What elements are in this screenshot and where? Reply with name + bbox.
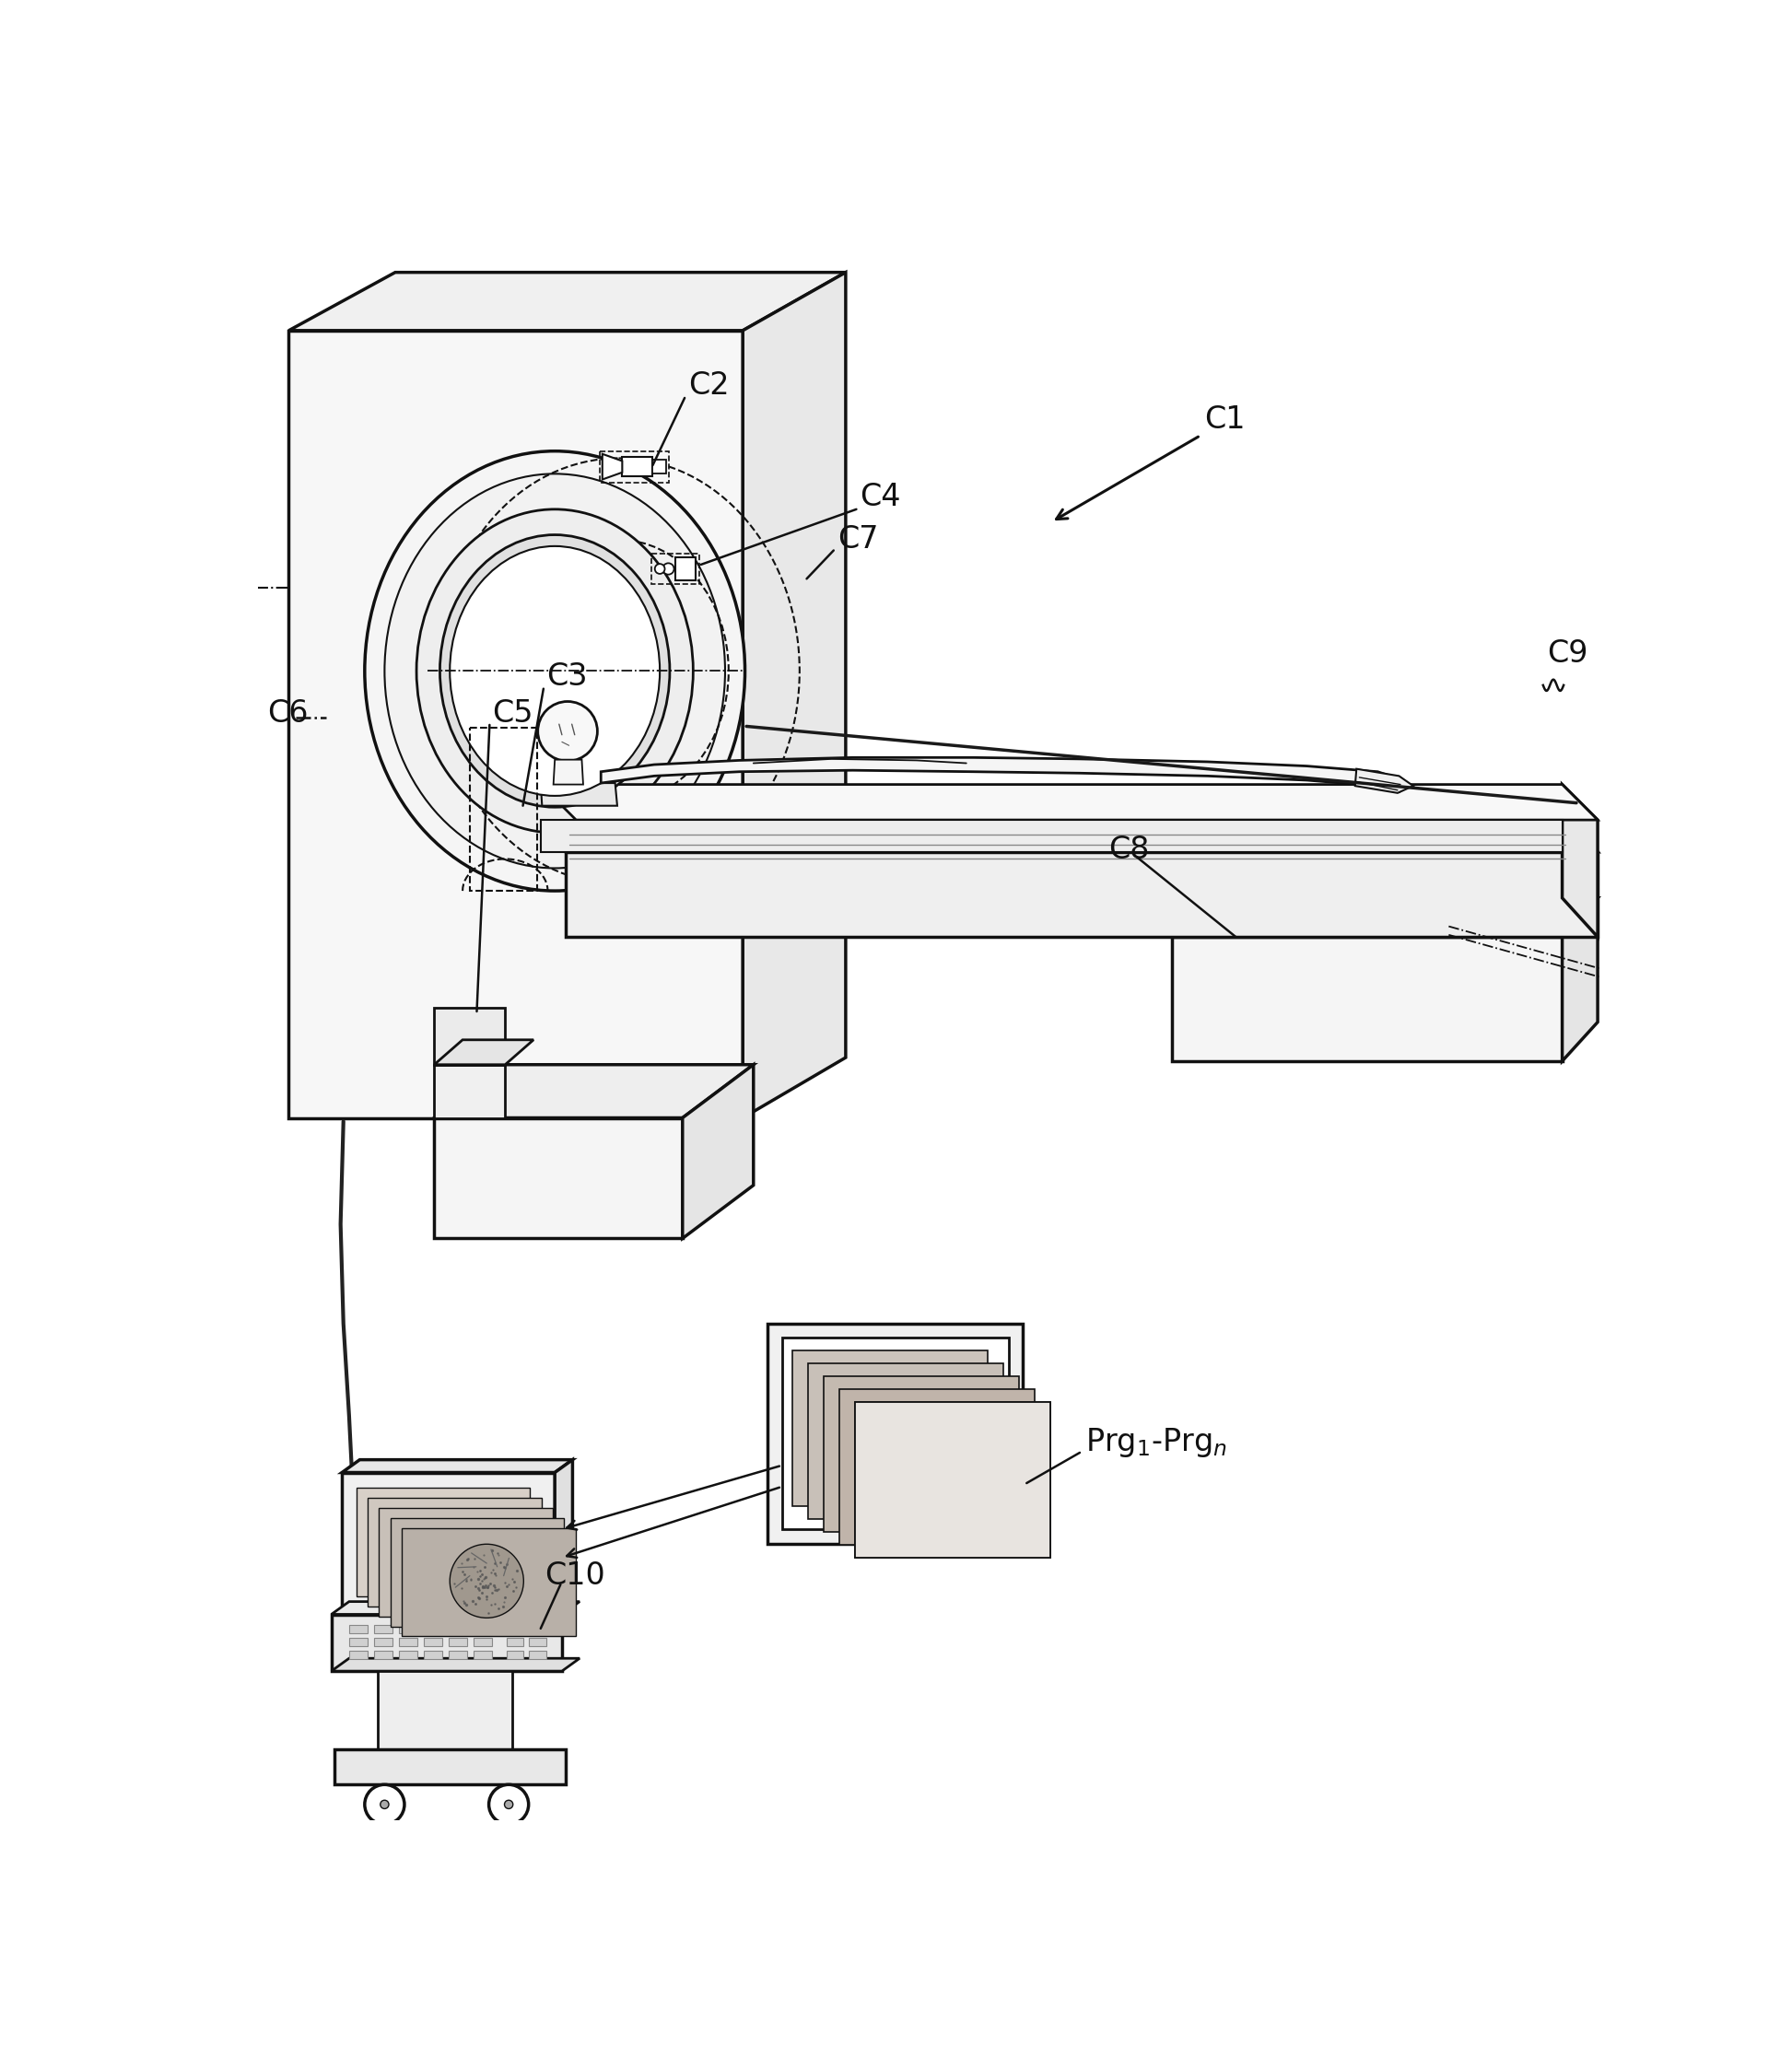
Circle shape [489, 1785, 529, 1824]
Polygon shape [855, 1401, 1050, 1558]
Polygon shape [473, 1638, 491, 1646]
Polygon shape [507, 1650, 523, 1658]
Text: C5: C5 [493, 697, 534, 728]
Text: C8: C8 [1107, 834, 1149, 865]
Polygon shape [391, 1517, 564, 1626]
Polygon shape [683, 1065, 753, 1239]
Polygon shape [349, 1626, 367, 1634]
Polygon shape [566, 853, 1598, 937]
Polygon shape [556, 1460, 573, 1614]
Polygon shape [423, 1626, 443, 1634]
Polygon shape [473, 1626, 491, 1634]
Polygon shape [349, 1650, 367, 1658]
Circle shape [663, 562, 674, 575]
Text: C9: C9 [1546, 638, 1588, 669]
Polygon shape [375, 1626, 392, 1634]
Ellipse shape [366, 452, 745, 892]
Polygon shape [332, 1601, 579, 1614]
Ellipse shape [439, 536, 670, 808]
Polygon shape [529, 1638, 547, 1646]
Circle shape [538, 701, 597, 761]
Polygon shape [400, 1638, 418, 1646]
Polygon shape [541, 785, 1598, 820]
Polygon shape [434, 1065, 753, 1119]
Polygon shape [781, 1337, 1009, 1530]
Polygon shape [767, 1323, 1023, 1544]
Polygon shape [434, 1065, 505, 1119]
Polygon shape [400, 1650, 418, 1658]
Polygon shape [423, 1650, 443, 1658]
Polygon shape [1355, 769, 1414, 793]
Circle shape [450, 1544, 523, 1618]
Polygon shape [357, 1489, 530, 1597]
Text: C3: C3 [547, 661, 588, 691]
Polygon shape [622, 456, 652, 476]
Polygon shape [507, 1626, 523, 1634]
Polygon shape [527, 812, 1598, 853]
Polygon shape [448, 1626, 468, 1634]
Polygon shape [423, 1638, 443, 1646]
Circle shape [380, 1800, 389, 1808]
Polygon shape [367, 1499, 541, 1607]
Text: C4: C4 [860, 483, 901, 513]
Polygon shape [448, 1650, 468, 1658]
Polygon shape [600, 757, 1400, 791]
Polygon shape [529, 1626, 547, 1634]
Circle shape [654, 564, 665, 575]
Polygon shape [289, 272, 846, 331]
Polygon shape [375, 1638, 392, 1646]
Polygon shape [507, 1638, 523, 1646]
Polygon shape [400, 1626, 418, 1634]
Polygon shape [808, 1364, 1004, 1519]
Polygon shape [1563, 898, 1598, 1061]
Polygon shape [448, 1638, 468, 1646]
Ellipse shape [416, 509, 694, 832]
Polygon shape [335, 1748, 566, 1785]
Polygon shape [401, 1528, 575, 1636]
Polygon shape [342, 1472, 556, 1614]
Polygon shape [434, 1008, 505, 1065]
Polygon shape [434, 1119, 683, 1239]
Polygon shape [289, 331, 744, 1119]
Polygon shape [529, 1650, 547, 1658]
Polygon shape [349, 1638, 367, 1646]
Polygon shape [473, 1650, 491, 1658]
Polygon shape [824, 1376, 1020, 1532]
Polygon shape [1563, 785, 1598, 937]
Polygon shape [676, 558, 695, 581]
Polygon shape [744, 272, 846, 1119]
Circle shape [366, 1785, 405, 1824]
Polygon shape [378, 1671, 513, 1748]
Polygon shape [855, 1401, 1050, 1558]
Polygon shape [332, 1614, 563, 1671]
Text: Prg$_1$-Prg$_n$: Prg$_1$-Prg$_n$ [1086, 1425, 1228, 1460]
Polygon shape [378, 1507, 552, 1616]
Text: C2: C2 [688, 370, 729, 401]
Polygon shape [541, 820, 1563, 853]
Circle shape [504, 1800, 513, 1808]
Polygon shape [375, 1650, 392, 1658]
Text: C10: C10 [545, 1560, 604, 1591]
Text: C1: C1 [1204, 405, 1245, 434]
Polygon shape [652, 460, 667, 474]
Polygon shape [541, 783, 616, 806]
Polygon shape [1172, 898, 1598, 937]
Polygon shape [1172, 937, 1563, 1061]
Polygon shape [332, 1658, 579, 1671]
Ellipse shape [450, 546, 659, 796]
Polygon shape [342, 1460, 573, 1472]
Polygon shape [602, 454, 622, 479]
Polygon shape [554, 759, 582, 785]
Polygon shape [792, 1350, 987, 1507]
Polygon shape [434, 1039, 534, 1065]
Text: C6: C6 [267, 697, 308, 728]
Ellipse shape [385, 474, 726, 869]
Polygon shape [839, 1389, 1034, 1544]
Text: C7: C7 [837, 526, 878, 554]
